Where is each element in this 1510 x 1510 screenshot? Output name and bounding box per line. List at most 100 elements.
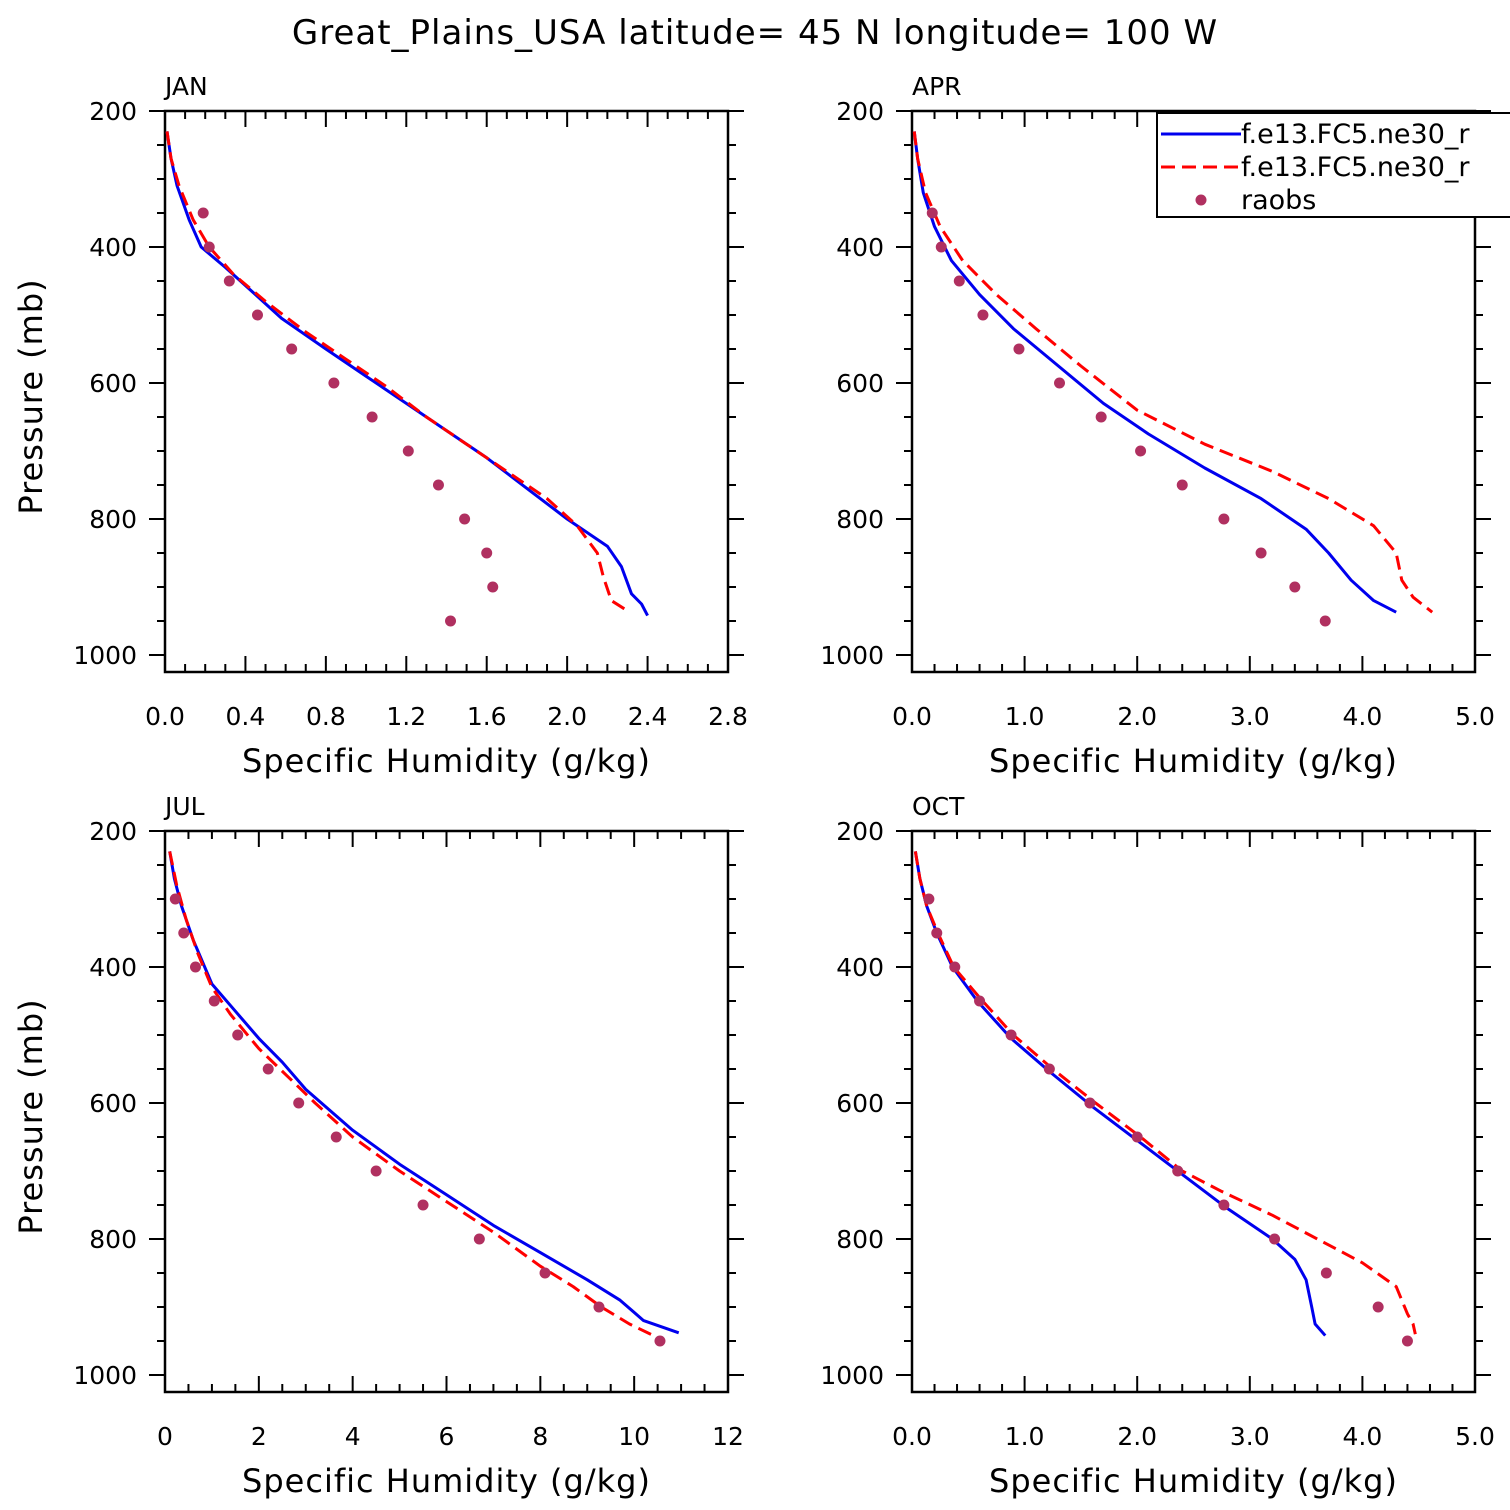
data-point	[203, 241, 215, 253]
data-point	[1218, 1199, 1230, 1211]
series-raobs	[169, 893, 666, 1347]
y-tick-label: 200	[836, 97, 884, 126]
data-point	[417, 1199, 429, 1211]
x-ticks: 0.0 1.0 2.0 3.0 4.0 5.0	[892, 831, 1495, 1451]
x-tick-label: 5.0	[1455, 1422, 1495, 1451]
x-tick-label: 1.6	[467, 702, 507, 731]
x-tick-label: 12	[712, 1422, 744, 1451]
x-tick-label: 0.8	[306, 702, 346, 731]
x-tick-label: 0.0	[892, 1422, 932, 1451]
data-point	[1372, 1301, 1384, 1313]
y-tick-label: 1000	[73, 641, 137, 670]
legend-label: f.e13.FC5.ne30_r	[1241, 119, 1470, 150]
y-tick-label: 600	[836, 369, 884, 398]
data-point	[487, 581, 499, 593]
y-ticks: 200 400 600 800 1000	[73, 97, 744, 670]
y-tick-label: 1000	[820, 1361, 884, 1390]
data-point	[262, 1063, 274, 1075]
panel-jan: JAN 0.0 0.4 0.8 1.2 1.6 2.0 2.4 2.8 200 400 600 800 1…	[12, 72, 748, 780]
y-axis-label: Pressure (mb)	[12, 278, 50, 514]
data-point	[208, 995, 220, 1007]
data-point	[251, 309, 263, 321]
y-tick-label: 400	[89, 953, 137, 982]
x-tick-label: 6	[439, 1422, 455, 1451]
data-point	[473, 1233, 485, 1245]
y-ticks: 200 400 600 800 1000	[73, 817, 744, 1390]
data-point	[1005, 1029, 1017, 1041]
data-point	[977, 309, 989, 321]
data-point	[223, 275, 235, 287]
plot-frame	[910, 109, 1477, 674]
data-point	[293, 1097, 305, 1109]
x-tick-label: 4	[345, 1422, 361, 1451]
data-point	[1135, 445, 1147, 457]
data-point	[286, 343, 298, 355]
x-tick-label: 8	[532, 1422, 548, 1451]
data-point	[169, 893, 181, 905]
y-tick-label: 400	[89, 233, 137, 262]
series-model_2	[165, 131, 629, 613]
data-point	[539, 1267, 551, 1279]
panel-jul: JUL 0 2 4 6 8 10 12 200 400 600 800 1000 Specific Hum…	[12, 792, 744, 1500]
data-point	[1095, 411, 1107, 423]
y-tick-label: 200	[89, 97, 137, 126]
data-point	[1172, 1165, 1184, 1177]
x-tick-label: 4.0	[1343, 1422, 1383, 1451]
x-tick-label: 2.0	[1117, 1422, 1157, 1451]
series-line	[168, 851, 659, 1339]
series-model_1	[165, 131, 649, 617]
y-tick-label: 800	[89, 505, 137, 534]
data-point	[1013, 343, 1025, 355]
x-tick-label: 10	[618, 1422, 650, 1451]
data-point	[402, 445, 414, 457]
panel-label: OCT	[912, 792, 965, 821]
series-raobs	[197, 207, 499, 627]
data-point	[330, 1131, 342, 1143]
data-point	[654, 1335, 666, 1347]
y-ticks: 200 400 600 800 1000	[820, 817, 1491, 1390]
series-raobs	[926, 207, 1331, 627]
plot-frame	[910, 829, 1477, 1394]
y-tick-label: 600	[89, 369, 137, 398]
data-point	[232, 1029, 244, 1041]
x-tick-label: 2.0	[1117, 702, 1157, 731]
x-axis-label: Specific Humidity (g/kg)	[989, 742, 1398, 780]
panels: JAN 0.0 0.4 0.8 1.2 1.6 2.0 2.4 2.8 200 400 600 800 1…	[12, 72, 1495, 1500]
data-point	[481, 547, 493, 559]
x-ticks: 0 2 4 6 8 10 12	[157, 831, 744, 1451]
data-point	[1054, 377, 1066, 389]
data-point	[197, 207, 209, 219]
series-raobs	[923, 893, 1413, 1347]
y-tick-label: 1000	[820, 641, 884, 670]
x-tick-label: 1.0	[1005, 1422, 1045, 1451]
legend-entry: raobs	[1195, 185, 1316, 216]
y-tick-label: 800	[89, 1225, 137, 1254]
x-tick-label: 5.0	[1455, 702, 1495, 731]
x-axis-label: Specific Humidity (g/kg)	[242, 742, 651, 780]
data-point	[1289, 581, 1301, 593]
x-axis-label: Specific Humidity (g/kg)	[242, 1462, 651, 1500]
data-point	[1218, 513, 1230, 525]
legend-entry: f.e13.FC5.ne30_r	[1161, 119, 1470, 150]
data-point	[1269, 1233, 1281, 1245]
x-tick-label: 0.4	[226, 702, 266, 731]
x-tick-label: 1.2	[386, 702, 426, 731]
data-point	[1043, 1063, 1055, 1075]
data-point	[953, 275, 965, 287]
data-point	[366, 411, 378, 423]
x-tick-label: 2.8	[708, 702, 748, 731]
series-line	[165, 131, 629, 613]
x-ticks: 0.0 0.4 0.8 1.2 1.6 2.0 2.4 2.8	[145, 111, 748, 731]
x-axis-label: Specific Humidity (g/kg)	[989, 1462, 1398, 1500]
x-tick-label: 2.0	[547, 702, 587, 731]
data-point	[935, 241, 947, 253]
legend-entry: f.e13.FC5.ne30_r	[1161, 152, 1470, 183]
data-point	[445, 615, 457, 627]
data-point	[926, 207, 938, 219]
legend-marker	[1195, 194, 1207, 206]
data-point	[178, 927, 190, 939]
x-tick-label: 3.0	[1230, 702, 1270, 731]
figure-title: Great_Plains_USA latitude= 45 N longitud…	[292, 13, 1218, 53]
x-tick-label: 2	[251, 1422, 267, 1451]
